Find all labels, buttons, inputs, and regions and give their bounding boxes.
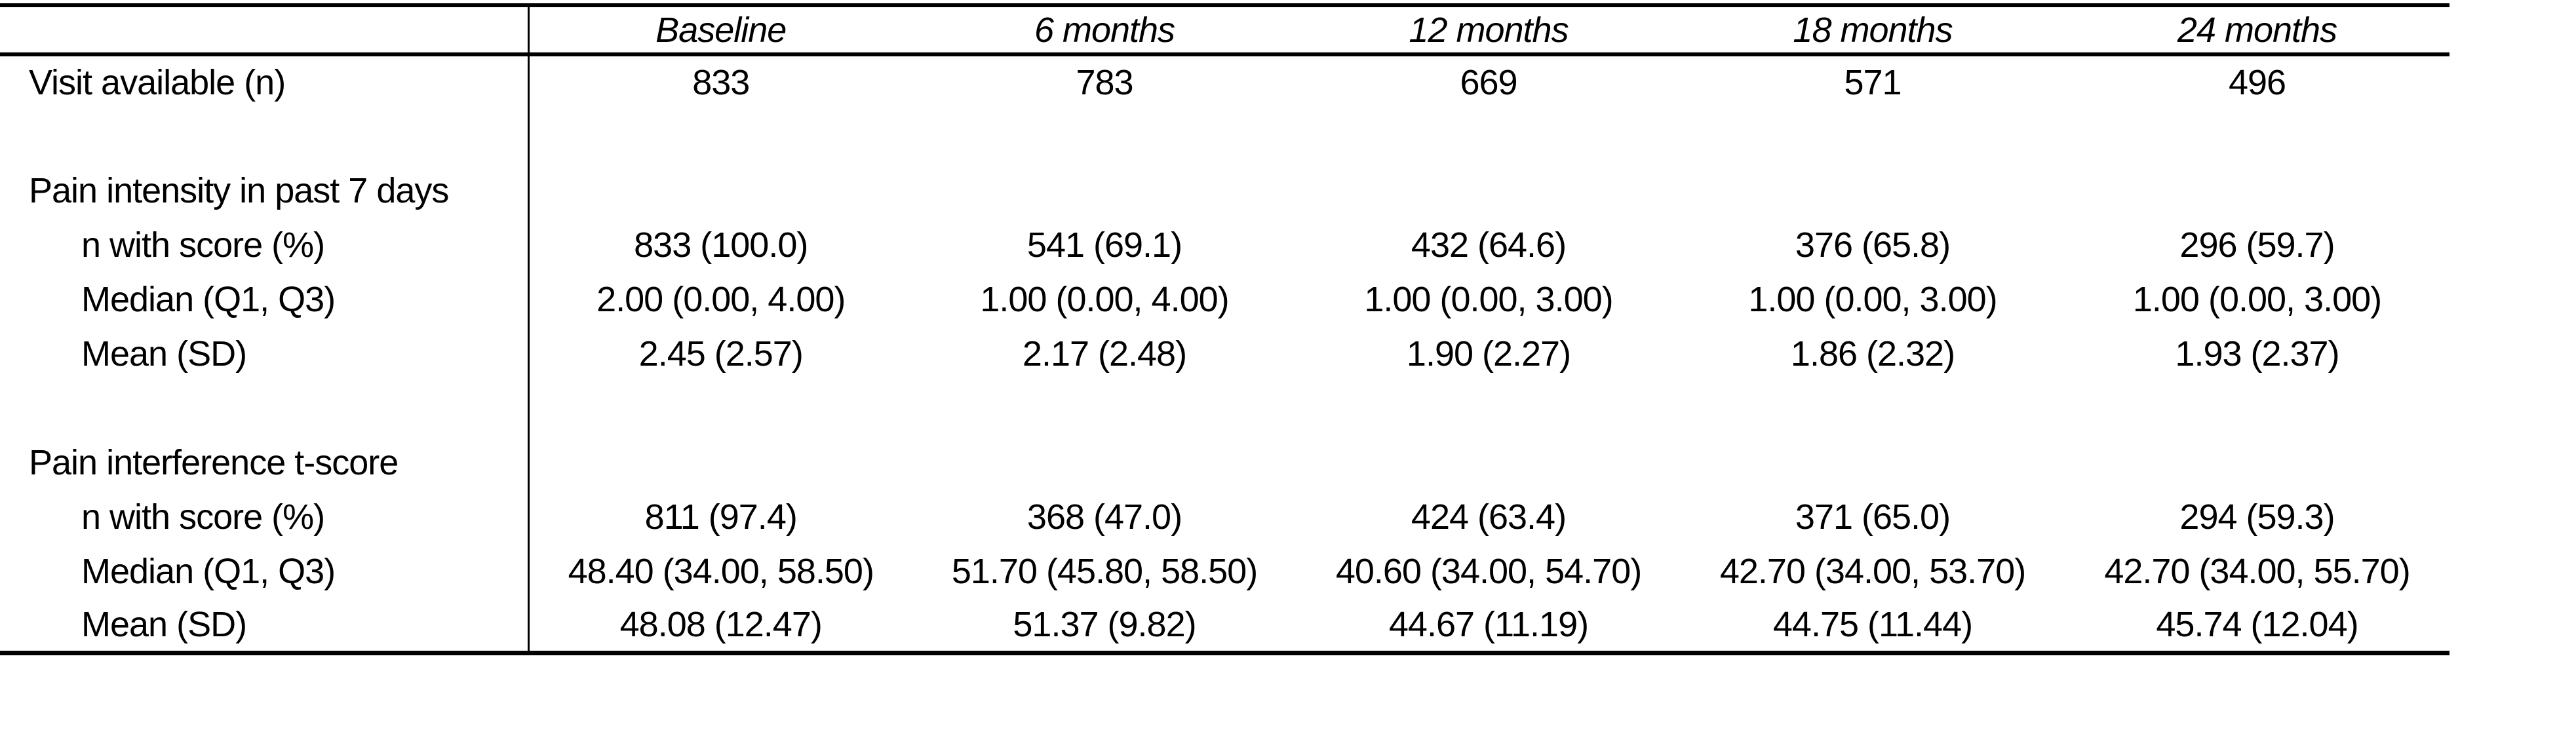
value-cell: 294 (59.3): [2179, 497, 2335, 537]
value-cell: [912, 381, 1297, 435]
value-cell: 368 (47.0): [1026, 497, 1182, 537]
value-cell: 811 (97.4): [644, 497, 798, 537]
value-cell: 833: [692, 63, 750, 102]
row-label-cell: n with score (%): [0, 490, 530, 544]
table-row-interference-median: Median (Q1, Q3) 48.40 (34.00, 58.50) 51.…: [0, 544, 2449, 598]
value-cell: [2065, 109, 2449, 163]
value-cell: 296 (59.7): [2179, 225, 2335, 265]
column-header-baseline: Baseline: [655, 10, 787, 50]
section-header-cell: Pain intensity in past 7 days: [0, 163, 530, 218]
value-cell: 2.00 (0.00, 4.00): [596, 279, 846, 319]
value-cell: 783: [1076, 63, 1133, 102]
column-header-18-months: 18 months: [1793, 10, 1953, 50]
value-cell: 40.60 (34.00, 54.70): [1335, 551, 1642, 591]
value-cell: 48.40 (34.00, 58.50): [568, 551, 874, 591]
value-cell: 424 (63.4): [1411, 497, 1567, 537]
value-cell: 1.90 (2.27): [1406, 334, 1571, 374]
value-cell: 1.00 (0.00, 4.00): [980, 279, 1229, 319]
value-cell: 496: [2228, 63, 2286, 102]
value-cell: 42.70 (34.00, 53.70): [1719, 551, 2026, 591]
value-cell: [528, 381, 912, 435]
value-cell: 51.70 (45.80, 58.50): [951, 551, 1258, 591]
table-row-visit-available: Visit available (n) 833 783 669 571 496: [0, 54, 2449, 109]
table-row-interference-mean: Mean (SD) 48.08 (12.47) 51.37 (9.82) 44.…: [0, 598, 2449, 653]
value-cell: [528, 109, 912, 163]
column-header-6-months: 6 months: [1034, 10, 1175, 50]
value-cell: [1297, 109, 1681, 163]
value-cell: [1297, 381, 1681, 435]
value-cell: 376 (65.8): [1795, 225, 1951, 265]
value-cell: 44.67 (11.19): [1388, 604, 1589, 644]
value-cell: 45.74 (12.04): [2156, 604, 2358, 644]
table-row-intensity-mean: Mean (SD) 2.45 (2.57) 2.17 (2.48) 1.90 (…: [0, 326, 2449, 381]
row-label-cell: [0, 381, 530, 435]
column-header-24-months: 24 months: [2177, 10, 2337, 50]
value-cell: 44.75 (11.44): [1772, 604, 1973, 644]
value-cell: 1.86 (2.32): [1790, 334, 1955, 374]
value-cell: [2065, 381, 2449, 435]
value-cell: 1.00 (0.00, 3.00): [1364, 279, 1613, 319]
value-cell: 541 (69.1): [1026, 225, 1182, 265]
value-cell: [1297, 163, 1681, 218]
section-header-cell: Pain interference t-score: [0, 435, 530, 490]
value-cell: [1681, 109, 2065, 163]
value-cell: 48.08 (12.47): [619, 604, 823, 644]
table-row-intensity-n-with-score: n with score (%) 833 (100.0) 541 (69.1) …: [0, 218, 2449, 272]
visit-summary-table: Baseline 6 months 12 months 18 months 24…: [0, 3, 2449, 655]
value-cell: [912, 109, 1297, 163]
value-cell: 1.00 (0.00, 3.00): [1748, 279, 1997, 319]
table-row-spacer: [0, 109, 2449, 163]
value-cell: 51.37 (9.82): [1013, 604, 1196, 644]
value-cell: 669: [1460, 63, 1517, 102]
value-cell: [1297, 435, 1681, 490]
value-cell: 1.00 (0.00, 3.00): [2132, 279, 2382, 319]
value-cell: [1681, 435, 2065, 490]
value-cell: 833 (100.0): [634, 225, 808, 265]
table-row-interference-n-with-score: n with score (%) 811 (97.4) 368 (47.0) 4…: [0, 490, 2449, 544]
value-cell: 2.17 (2.48): [1022, 334, 1187, 374]
value-cell: [528, 163, 912, 218]
value-cell: 42.70 (34.00, 55.70): [2104, 551, 2410, 591]
row-label-cell: Median (Q1, Q3): [0, 272, 530, 326]
value-cell: 432 (64.6): [1411, 225, 1567, 265]
header-empty-cell: [0, 5, 530, 54]
row-label-cell: n with score (%): [0, 218, 530, 272]
value-cell: 371 (65.0): [1795, 497, 1951, 537]
value-cell: 571: [1844, 63, 1902, 102]
value-cell: [912, 163, 1297, 218]
table-row-intensity-median: Median (Q1, Q3) 2.00 (0.00, 4.00) 1.00 (…: [0, 272, 2449, 326]
header-row: Baseline 6 months 12 months 18 months 24…: [0, 5, 2449, 54]
row-label-cell: [0, 109, 530, 163]
row-label-cell: Mean (SD): [0, 326, 530, 381]
row-label-cell: Mean (SD): [0, 598, 530, 653]
table-row-section-pain-intensity: Pain intensity in past 7 days: [0, 163, 2449, 218]
value-cell: [1681, 163, 2065, 218]
page: Baseline 6 months 12 months 18 months 24…: [0, 3, 2576, 655]
value-cell: 2.45 (2.57): [638, 334, 804, 374]
table-row-section-pain-interference: Pain interference t-score: [0, 435, 2449, 490]
value-cell: [2065, 435, 2449, 490]
value-cell: [1681, 381, 2065, 435]
column-header-12-months: 12 months: [1409, 10, 1569, 50]
row-label-cell: Median (Q1, Q3): [0, 544, 530, 598]
value-cell: 1.93 (2.37): [2175, 334, 2339, 374]
row-label-cell: Visit available (n): [0, 54, 530, 109]
value-cell: [2065, 163, 2449, 218]
value-cell: [528, 435, 912, 490]
value-cell: [912, 435, 1297, 490]
table-row-spacer: [0, 381, 2449, 435]
